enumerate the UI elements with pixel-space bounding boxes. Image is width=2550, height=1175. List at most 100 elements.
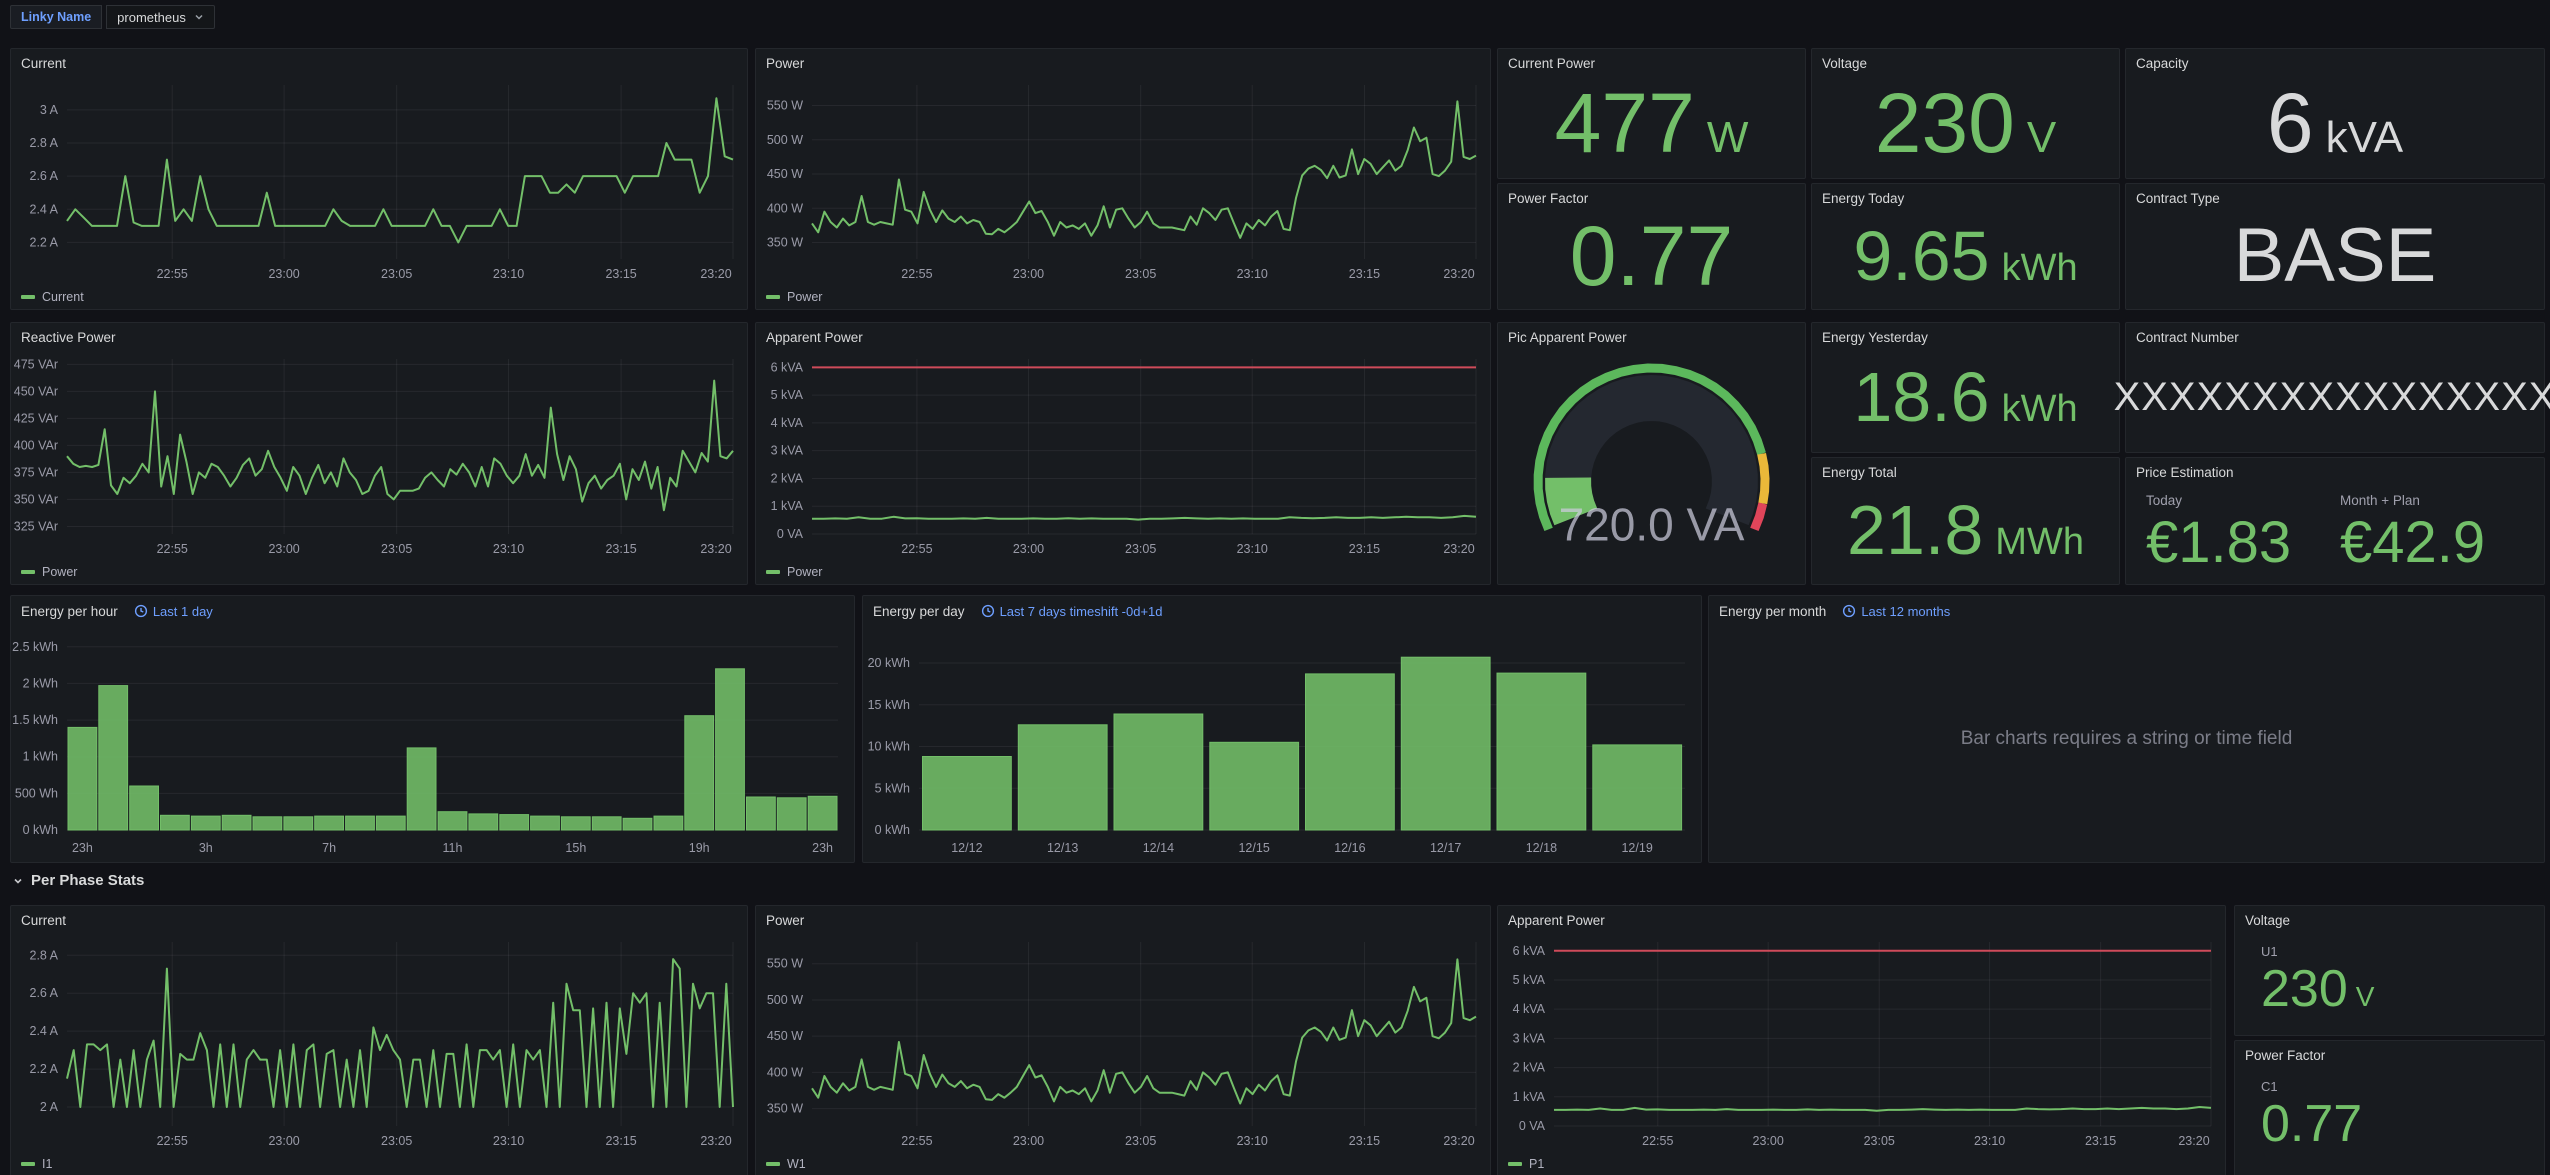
svg-text:23:20: 23:20 [700, 542, 731, 556]
stat-unit: V [2026, 112, 2057, 162]
stat-value: 18.6 kWh [1820, 349, 2111, 444]
phase-power-line-chart[interactable]: 350 W 400 W 450 W 500 W 550 W 22:55 23:00 23:05… [756, 934, 1490, 1152]
panel-title[interactable]: Power Factor [1508, 190, 1589, 206]
panel-title[interactable]: Energy Yesterday [1822, 329, 1928, 345]
panel-energy-total: Energy Total 21.8 MWh [1811, 457, 2120, 585]
legend[interactable]: Power [766, 565, 822, 579]
panel-title[interactable]: Energy per hour [21, 603, 118, 619]
svg-text:22:55: 22:55 [901, 542, 932, 556]
legend[interactable]: I1 [21, 1157, 52, 1171]
phase-current-line-chart[interactable]: 2 A 2.2 A 2.4 A 2.6 A 2.8 A 22:55 23:00 23:05 23… [11, 934, 747, 1152]
stat-value: 0.77 [1506, 210, 1797, 301]
panel-title[interactable]: Current [21, 55, 67, 71]
legend[interactable]: Power [21, 565, 77, 579]
svg-text:350 VAr: 350 VAr [14, 492, 58, 506]
svg-text:6 kVA: 6 kVA [771, 360, 804, 374]
panel-title[interactable]: Apparent Power [1508, 912, 1605, 928]
panel-title[interactable]: Current [21, 912, 67, 928]
price-month-value: €42.9 [2340, 509, 2486, 575]
price-month-label: Month + Plan [2340, 492, 2420, 508]
svg-text:325 VAr: 325 VAr [14, 519, 58, 533]
current-line-chart[interactable]: 2.2 A 2.4 A 2.6 A 2.8 A 3 A 22:55 23:00 23:05 23… [11, 77, 747, 285]
panel-contract-type: Contract Type BASE [2125, 183, 2545, 310]
panel-title[interactable]: Power Factor [2245, 1047, 2326, 1063]
price-today-value: €1.83 [2146, 509, 2292, 575]
energy-per-day-bar-chart[interactable]: 0 kWh 5 kWh 10 kWh 15 kWh 20 kWh 12/12 12/13 12… [863, 626, 1701, 860]
panel-title[interactable]: Apparent Power [766, 329, 863, 345]
section-per-phase-stats[interactable]: Per Phase Stats [12, 872, 144, 889]
svg-text:23:00: 23:00 [1013, 267, 1044, 281]
clock-icon [1842, 604, 1856, 618]
panel-title[interactable]: Reactive Power [21, 329, 116, 345]
panel-title[interactable]: Price Estimation [2136, 464, 2234, 480]
svg-text:12/16: 12/16 [1334, 841, 1365, 855]
svg-text:23:20: 23:20 [1443, 542, 1474, 556]
pic-apparent-power-gauge[interactable]: 720.0 VA [1498, 351, 1805, 584]
stat-number: 9.65 [1853, 216, 1990, 295]
legend-swatch [766, 570, 780, 574]
panel-title[interactable]: Current Power [1508, 55, 1596, 71]
svg-text:3 A: 3 A [40, 103, 59, 117]
stat-number: XXXXXXXXXXXXXXXX [2113, 374, 2550, 419]
svg-text:450 W: 450 W [767, 1029, 803, 1043]
panel-title[interactable]: Voltage [2245, 912, 2291, 928]
svg-text:400 W: 400 W [767, 1065, 803, 1079]
panel-title[interactable]: Power [766, 55, 805, 71]
svg-text:2 kVA: 2 kVA [1513, 1061, 1546, 1075]
power-line-chart[interactable]: 350 W 400 W 450 W 500 W 550 W 22:55 23:00 23:05… [756, 77, 1490, 285]
stat-number: 230 [2261, 960, 2348, 1018]
panel-title[interactable]: Energy Total [1822, 464, 1897, 480]
svg-text:23:10: 23:10 [1237, 1134, 1268, 1148]
svg-text:19h: 19h [689, 841, 710, 855]
svg-text:23:10: 23:10 [1237, 542, 1268, 556]
svg-text:23:20: 23:20 [1443, 267, 1474, 281]
panel-apparent-power: Apparent Power 0 VA 1 kVA 2 kVA 3 kVA 4 kVA 5… [755, 322, 1491, 585]
stat-number: 0.77 [1569, 208, 1734, 303]
panel-price-estimation: Price Estimation Today €1.83 Month + Pla… [2125, 457, 2545, 585]
stat-value: 6 kVA [2134, 75, 2536, 170]
stat-number: 230 [1874, 75, 2015, 170]
panel-title[interactable]: Power [766, 912, 805, 928]
reactive-power-line-chart[interactable]: 325 VAr 350 VAr 375 VAr 400 VAr 425 VAr 450 V… [11, 351, 747, 560]
panel-contract-number: Contract Number XXXXXXXXXXXXXXXX [2114, 322, 2550, 453]
panel-title[interactable]: Energy Today [1822, 190, 1905, 206]
apparent-power-line-chart[interactable]: 0 VA 1 kVA 2 kVA 3 kVA 4 kVA 5 kVA 6 kVA 22:55 2… [756, 351, 1490, 560]
svg-text:5 kVA: 5 kVA [771, 388, 804, 402]
svg-text:12/13: 12/13 [1047, 841, 1078, 855]
svg-text:23:15: 23:15 [1349, 267, 1380, 281]
svg-text:375 VAr: 375 VAr [14, 465, 58, 479]
panel-phase-voltage: Voltage U1 230 V [2234, 905, 2545, 1036]
stat-value: BASE [2134, 210, 2536, 301]
time-range-link[interactable]: Last 12 months [1842, 604, 1950, 619]
energy-per-hour-bar-chart[interactable]: 0 kWh 500 Wh 1 kWh 1.5 kWh 2 kWh 2.5 kWh 23h 3h… [11, 626, 854, 860]
panel-title[interactable]: Capacity [2136, 55, 2189, 71]
variable-dropdown[interactable]: prometheus [106, 5, 215, 29]
panel-title[interactable]: Contract Number [2136, 329, 2239, 345]
panel-title[interactable]: Energy per month [1719, 603, 1827, 619]
phase-apparent-power-line-chart[interactable]: 0 VA 1 kVA 2 kVA 3 kVA 4 kVA 5 kVA 6 kVA 22:55 2… [1498, 934, 2225, 1152]
panel-power: Power 350 W 400 W 450 W 500 W 550 W 22:55 23:0… [755, 48, 1491, 310]
svg-text:7h: 7h [322, 841, 336, 855]
svg-text:22:55: 22:55 [1642, 1134, 1673, 1148]
stat-number: 21.8 [1847, 491, 1984, 569]
legend[interactable]: W1 [766, 1157, 806, 1171]
time-range-link[interactable]: Last 7 days timeshift -0d+1d [981, 604, 1163, 619]
stat-unit: kWh [2001, 246, 2078, 289]
svg-text:23:05: 23:05 [1125, 267, 1156, 281]
time-range-link[interactable]: Last 1 day [134, 604, 213, 619]
stat-unit: W [1706, 112, 1749, 162]
panel-title[interactable]: Contract Type [2136, 190, 2220, 206]
panel-title[interactable]: Pic Apparent Power [1508, 329, 1627, 345]
svg-text:2.2 A: 2.2 A [30, 1062, 59, 1076]
legend[interactable]: Current [21, 290, 84, 304]
panel-title[interactable]: Energy per day [873, 603, 965, 619]
svg-text:23:10: 23:10 [493, 542, 524, 556]
svg-text:23:05: 23:05 [381, 1134, 412, 1148]
panel-title[interactable]: Voltage [1822, 55, 1868, 71]
svg-text:2.6 A: 2.6 A [30, 169, 59, 183]
svg-text:400 VAr: 400 VAr [14, 438, 58, 452]
legend[interactable]: P1 [1508, 1157, 1544, 1171]
svg-text:0 VA: 0 VA [777, 527, 804, 541]
svg-text:350 W: 350 W [767, 236, 803, 250]
legend[interactable]: Power [766, 290, 822, 304]
